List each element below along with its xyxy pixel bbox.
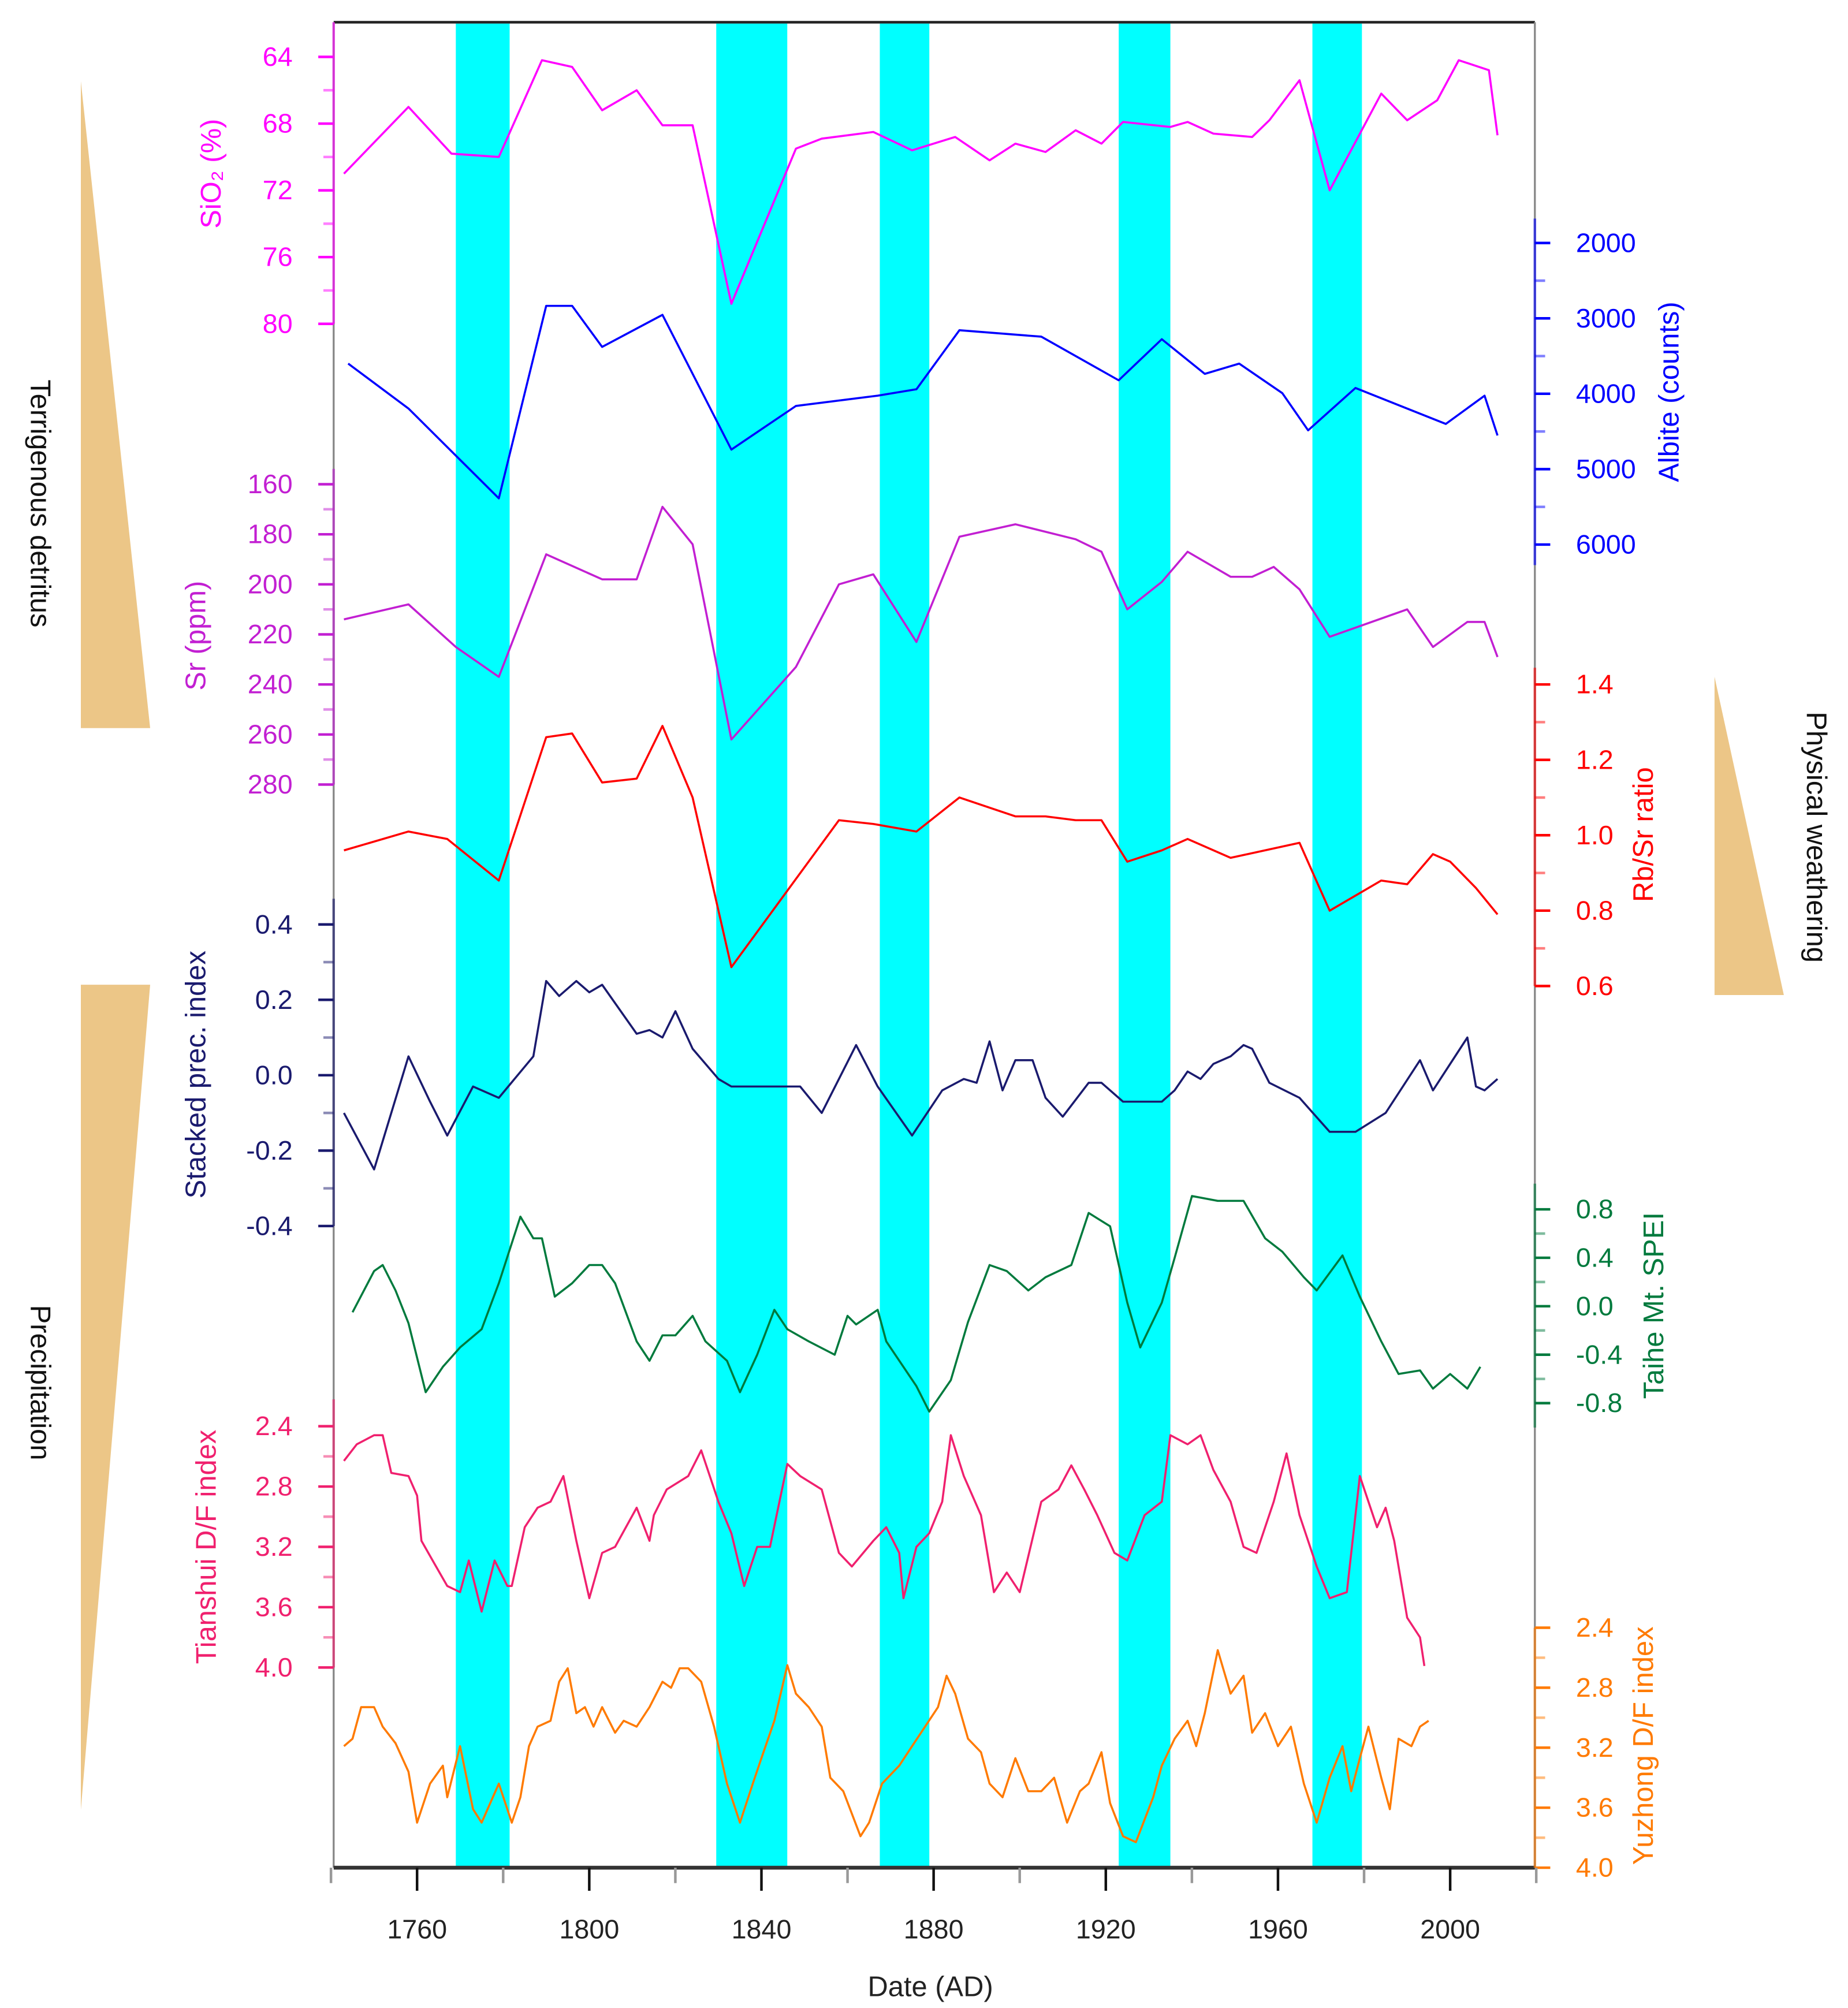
albite-counts-axis-title: Albite (counts): [1654, 301, 1685, 482]
y-tick-label: 200: [248, 569, 293, 599]
yuzhong-d-f-index-line: [343, 1649, 1429, 1843]
y-tick-label: 180: [248, 519, 293, 549]
sio-axis: 64 68 72 76 80 SiO₂ (%): [196, 22, 335, 338]
stacked-prec-index-line: [342, 979, 1499, 1171]
x-axis: 1760 1800 1840 1880 1920 1960 2000: [329, 1868, 1538, 1944]
shaded-interval: [1312, 23, 1362, 1867]
y-tick-label: 280: [248, 769, 293, 799]
x-tick-label: 1760: [387, 1914, 447, 1944]
y-tick-label: 3000: [1576, 303, 1636, 333]
shaded-interval: [716, 23, 788, 1867]
y-tick-label: 4000: [1576, 378, 1636, 408]
y-tick-label: -0.4: [246, 1211, 292, 1241]
y-tick-label: 72: [263, 175, 293, 205]
physical-weathering-label: Physical weathering: [1801, 711, 1832, 963]
sr-ppm-axis-title: Sr (ppm): [181, 581, 212, 691]
y-tick-label: 0.4: [255, 909, 293, 939]
y-tick-label: 2.8: [1576, 1672, 1614, 1702]
albite-counts-line: [347, 304, 1499, 500]
y-tick-label: 3.2: [1576, 1733, 1614, 1763]
sio-line: [343, 59, 1499, 305]
tianshui-d-f-index-line: [343, 1434, 1426, 1666]
x-tick-label: 2000: [1420, 1914, 1480, 1944]
stacked-prec-index-axis-title: Stacked prec. index: [181, 951, 212, 1198]
y-tick-label: 0.6: [1576, 971, 1614, 1001]
y-tick-label: 3.2: [255, 1532, 293, 1562]
x-axis-title: Date (AD): [867, 1971, 993, 2002]
x-tick-label: 1920: [1076, 1914, 1136, 1944]
y-tick-label: 240: [248, 669, 293, 699]
rb-sr-ratio-axis-title: Rb/Sr ratio: [1628, 767, 1659, 902]
series-lines: [342, 59, 1499, 1843]
y-tick-label: 64: [263, 42, 293, 72]
y-tick-label: 0.4: [1576, 1243, 1614, 1273]
x-tick-label: 1960: [1248, 1914, 1308, 1944]
rb-sr-ratio-line: [344, 725, 1499, 968]
physical-weathering-wedge: [1714, 676, 1784, 995]
y-tick-label: 0.0: [255, 1060, 293, 1090]
terrigenous-wedge: [81, 81, 150, 728]
y-tick-label: 3.6: [1576, 1793, 1614, 1823]
shaded-intervals: [456, 23, 1362, 1867]
x-tick-label: 1800: [559, 1914, 619, 1944]
y-tick-label: -0.2: [246, 1135, 292, 1165]
y-tick-label: -0.4: [1576, 1339, 1622, 1369]
y-tick-label: 0.0: [1576, 1291, 1614, 1321]
taihe-mt-spei-line: [351, 1195, 1481, 1413]
x-tick-label: 1840: [732, 1914, 792, 1944]
shaded-interval: [880, 23, 930, 1867]
taihe-mt-spei-axis: -0.8 -0.4 0.0 0.4 0.8 Taihe Mt. SPEI: [1533, 1183, 1670, 1428]
y-tick-label: 76: [263, 242, 293, 272]
y-tick-label: 0.2: [255, 985, 293, 1015]
precipitation-label: Precipitation: [24, 1305, 55, 1461]
sr-ppm-line: [344, 505, 1499, 741]
y-tick-label: 220: [248, 619, 293, 649]
y-tick-label: 2000: [1576, 228, 1636, 258]
precipitation-wedge: [81, 985, 150, 1810]
y-tick-label: -0.8: [1576, 1388, 1622, 1418]
y-tick-label: 80: [263, 308, 293, 338]
sio-axis-title: SiO₂ (%): [196, 119, 227, 229]
y-tick-label: 2.4: [255, 1411, 293, 1441]
y-tick-label: 4.0: [1576, 1853, 1614, 1883]
yuzhong-d-f-index-axis-title: Yuzhong D/F index: [1628, 1626, 1659, 1865]
shaded-interval: [1119, 23, 1171, 1867]
y-tick-label: 4.0: [255, 1652, 293, 1682]
shaded-interval: [456, 23, 510, 1867]
albite-counts-axis: 2000 3000 4000 5000 6000 Albite (counts): [1533, 218, 1685, 565]
y-tick-label: 5000: [1576, 454, 1636, 484]
y-tick-label: 68: [263, 109, 293, 139]
y-tick-label: 1.4: [1576, 669, 1614, 699]
y-tick-label: 0.8: [1576, 1194, 1614, 1224]
y-tick-label: 2.4: [1576, 1612, 1614, 1642]
y-axes: 64 68 72 76 80 SiO₂ (%) 2000 3000 4000 5000 6000 Al…: [181, 22, 1685, 1883]
tianshui-d-f-index-axis: 2.4 2.8 3.2 3.6 4.0 Tianshui D/F index: [191, 1399, 335, 1682]
trend-wedges: [81, 81, 1784, 1810]
y-tick-label: 260: [248, 719, 293, 749]
tianshui-d-f-index-axis-title: Tianshui D/F index: [191, 1430, 222, 1664]
y-tick-label: 2.8: [255, 1471, 293, 1502]
y-tick-label: 0.8: [1576, 895, 1614, 925]
y-tick-label: 6000: [1576, 530, 1636, 560]
stacked-prec-index-axis: -0.4 -0.2 0.0 0.2 0.4 Stacked prec. index: [181, 899, 335, 1241]
terrigenous-label: Terrigenous detritus: [24, 379, 55, 627]
y-tick-label: 1.0: [1576, 820, 1614, 850]
sr-ppm-axis: 160 180 200 220 240 260 280 Sr (ppm): [181, 468, 335, 799]
y-tick-label: 3.6: [255, 1592, 293, 1622]
y-tick-label: 1.2: [1576, 744, 1614, 774]
y-tick-label: 160: [248, 469, 293, 499]
yuzhong-d-f-index-axis: 2.4 2.8 3.2 3.6 4.0 Yuzhong D/F index: [1533, 1612, 1659, 1883]
taihe-mt-spei-axis-title: Taihe Mt. SPEI: [1638, 1212, 1670, 1399]
x-tick-label: 1880: [904, 1914, 964, 1944]
rb-sr-ratio-axis: 0.6 0.8 1.0 1.2 1.4 Rb/Sr ratio: [1533, 668, 1659, 1001]
